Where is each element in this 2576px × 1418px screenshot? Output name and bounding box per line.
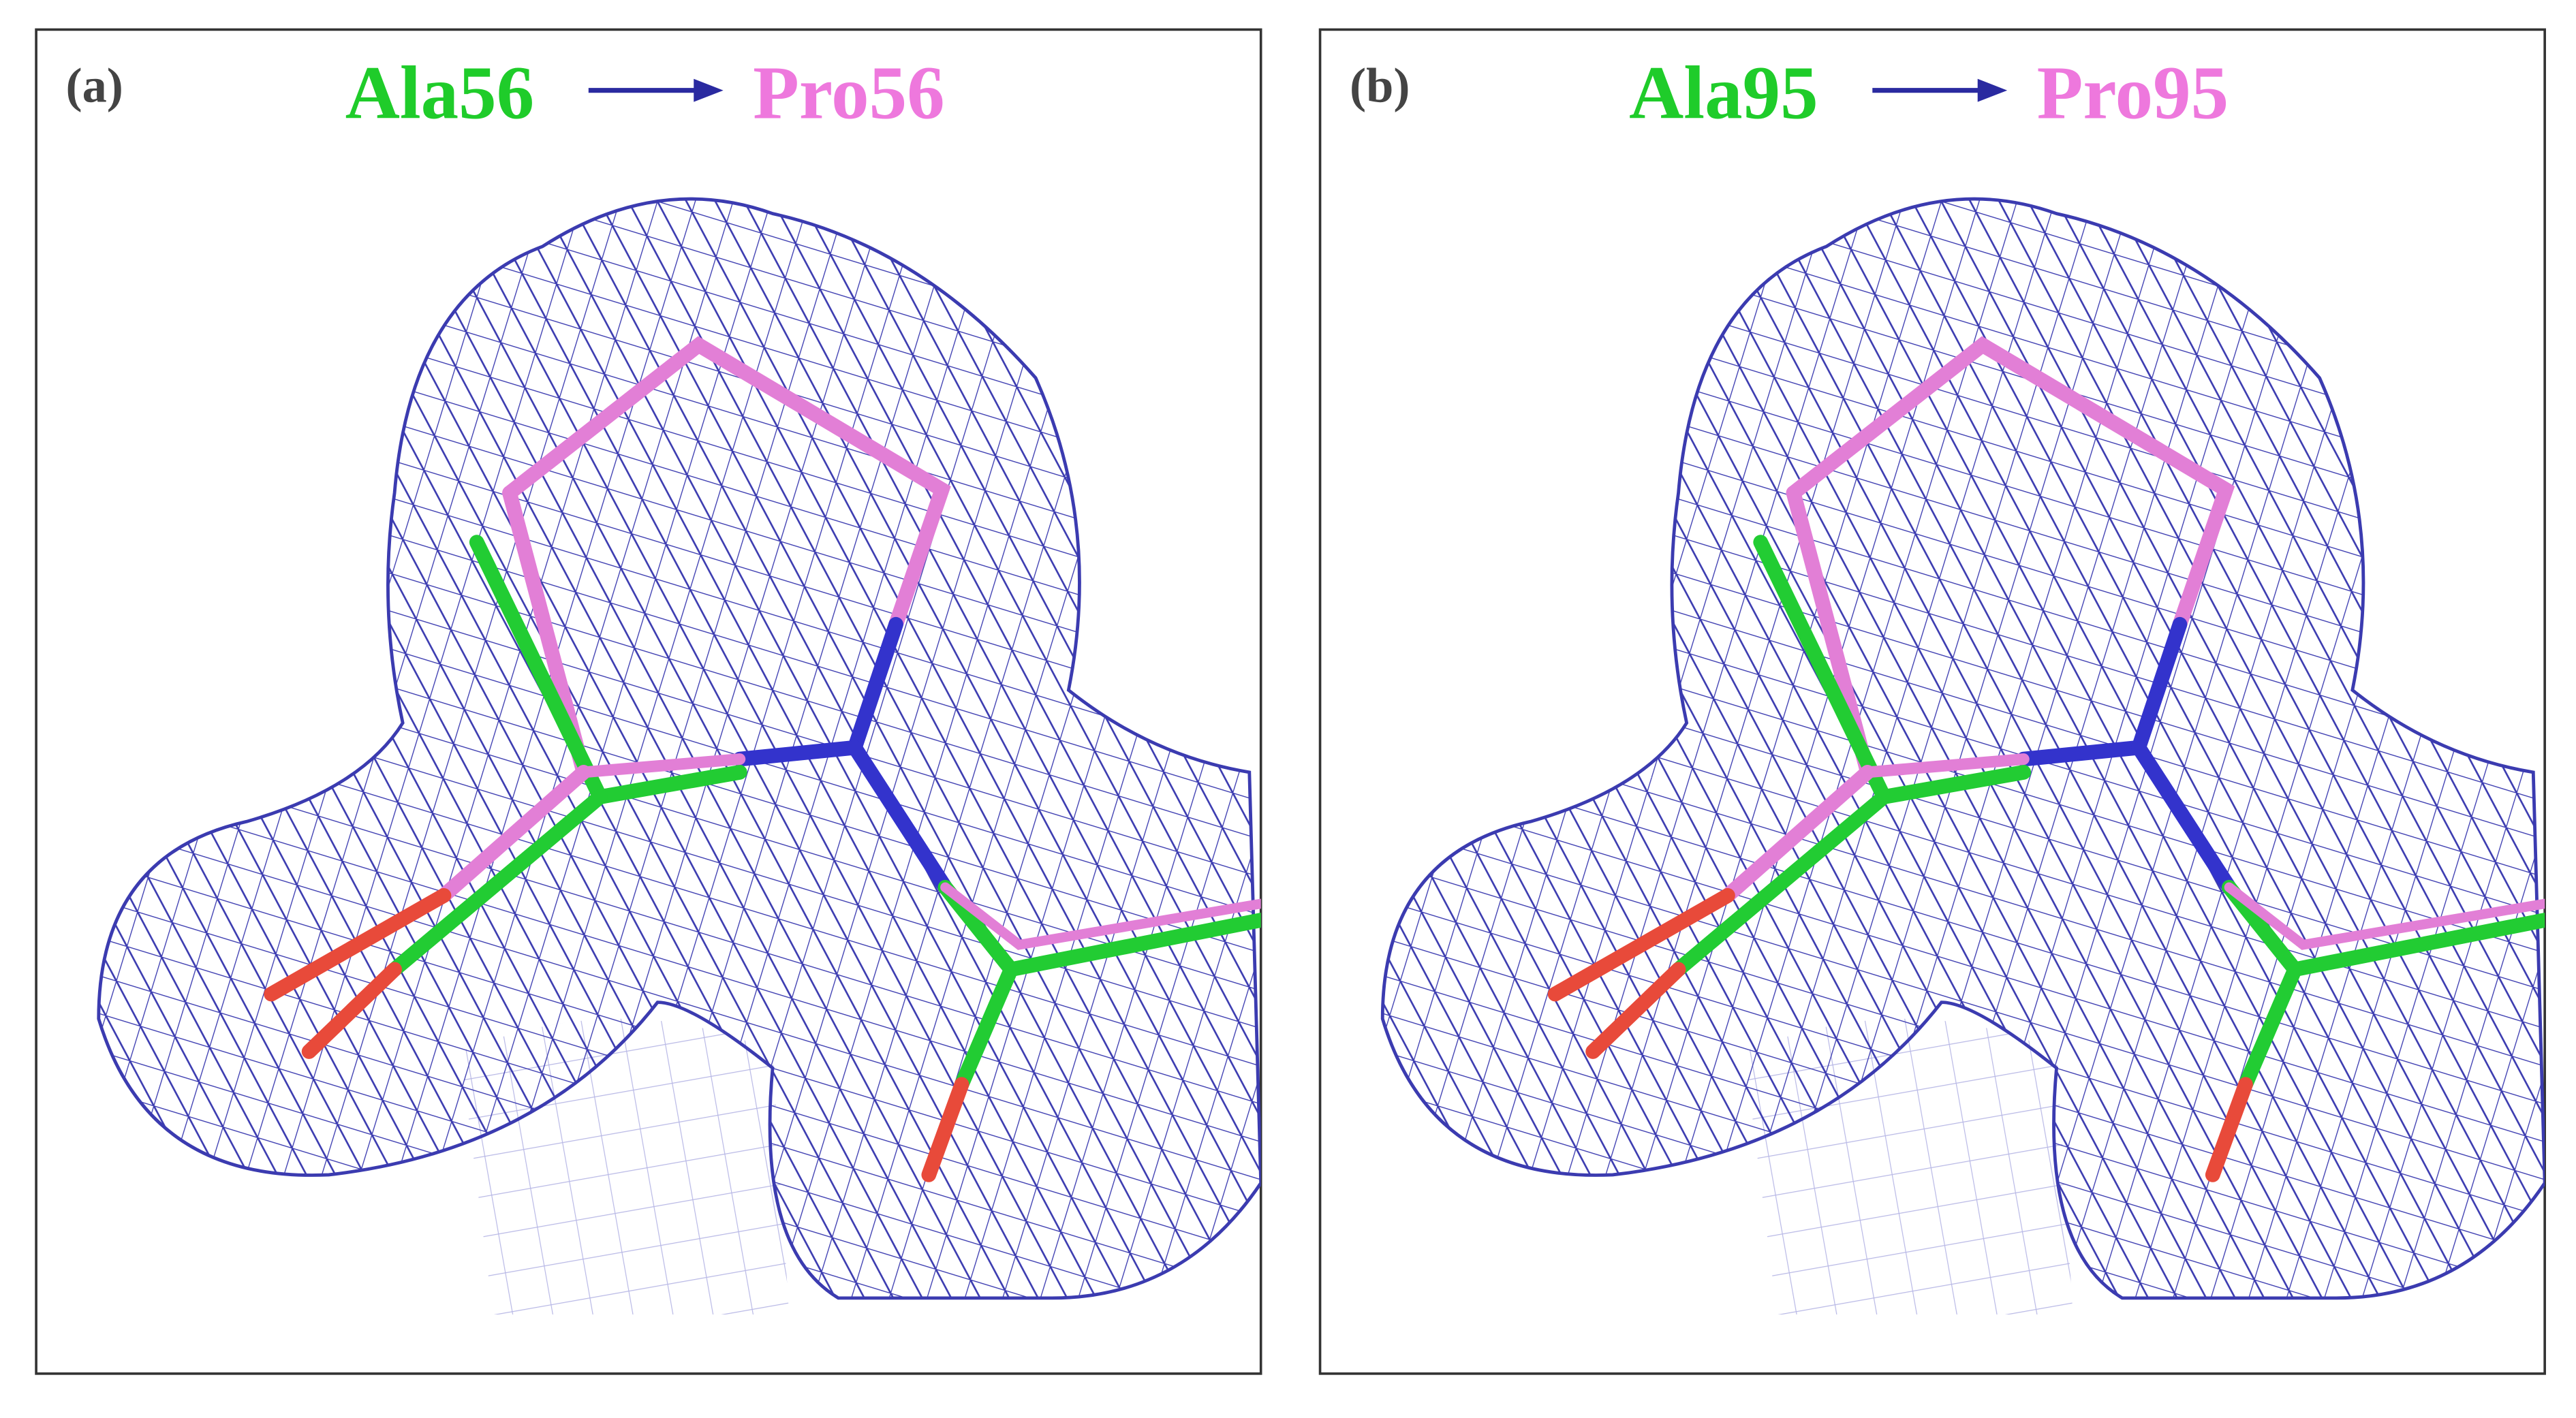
panel-label: (a) [66,59,123,113]
residue-to: Pro95 [2037,52,2229,136]
panel-label: (b) [1350,59,1410,113]
residue-from: Ala95 [1629,52,1818,136]
residue-from: Ala56 [345,52,534,136]
residue-to: Pro56 [753,52,945,136]
panel-a: (a) Ala56 Pro56 [35,28,1262,1375]
panel-b: (b) Ala95 Pro95 [1318,28,2546,1375]
arrow [1872,78,2008,102]
arrow [588,78,724,102]
